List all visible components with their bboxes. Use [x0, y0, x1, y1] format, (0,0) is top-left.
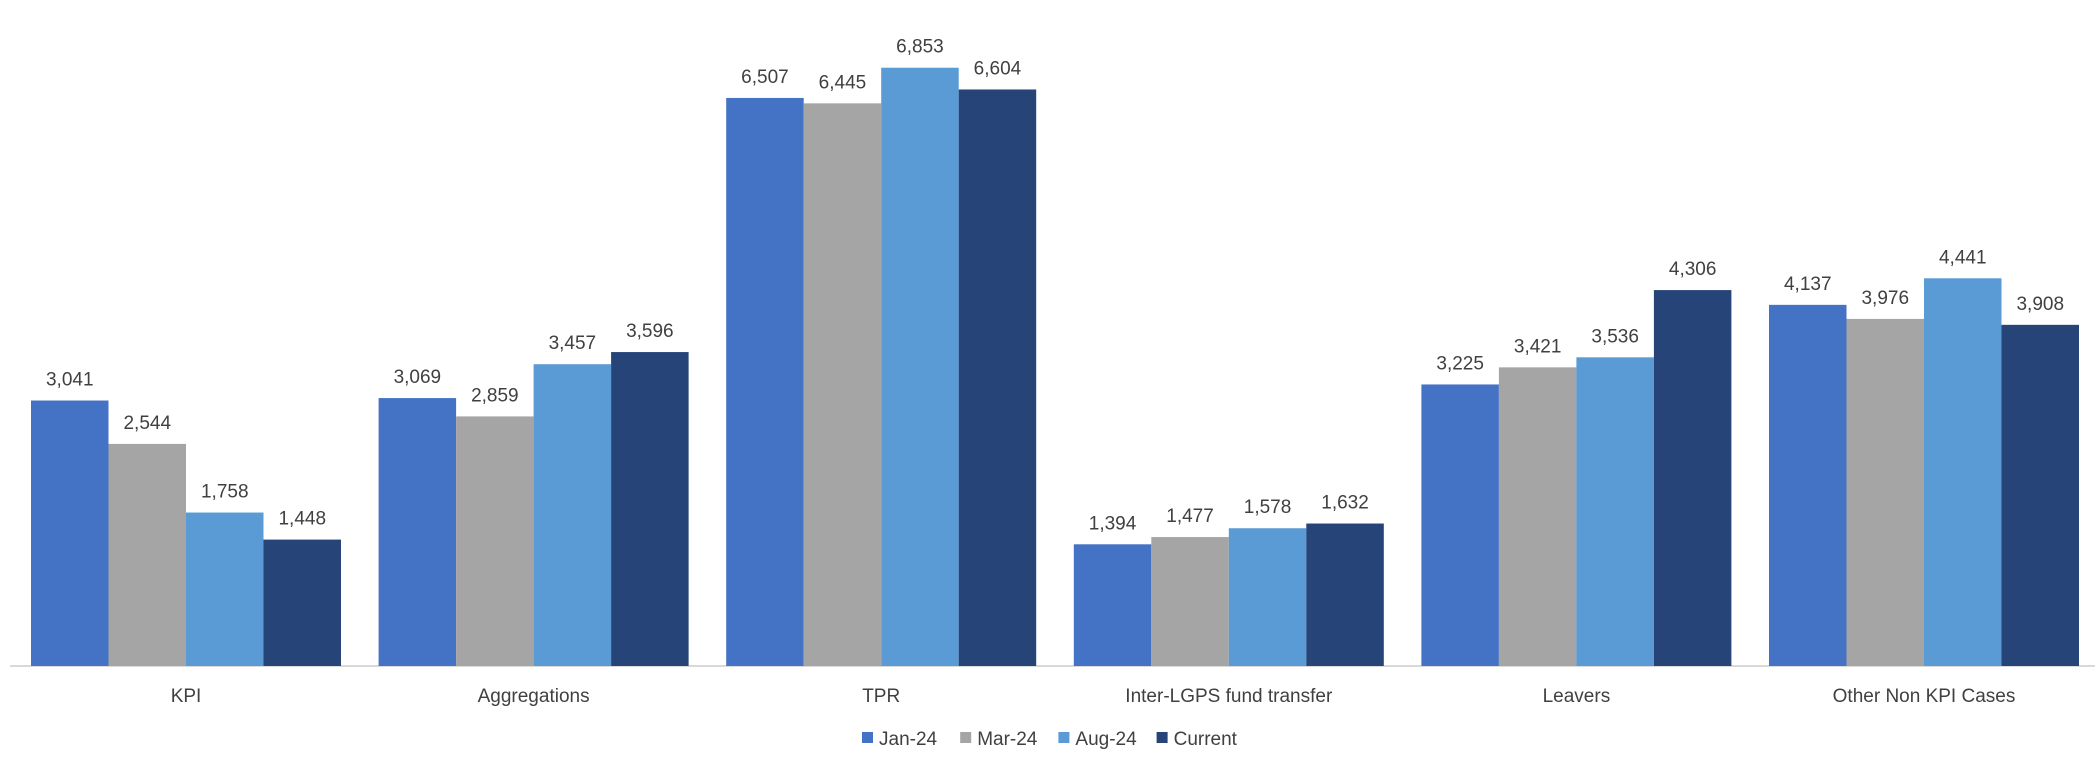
bar-leavers-mar-24 — [1498, 367, 1577, 666]
data-label-other-non-kpi-cases-current: 3,908 — [2016, 294, 2064, 315]
data-label-inter-lgps-fund-transfer-current: 1,632 — [1321, 493, 1369, 514]
legend: Jan-24 Mar-24 Aug-24 Current — [862, 729, 1238, 750]
bar-tpr-aug-24 — [881, 67, 959, 667]
data-label-leavers-mar-24: 3,421 — [1514, 336, 1562, 357]
category-label-inter-lgps-fund-transfer: Inter-LGPS fund transfer — [1125, 686, 1333, 707]
bars-layer — [31, 67, 2079, 667]
legend-item-aug-24: Aug-24 — [1058, 729, 1137, 750]
data-label-tpr-mar-24: 6,445 — [819, 72, 867, 93]
category-label-leavers: Leavers — [1543, 686, 1611, 707]
data-label-leavers-current: 4,306 — [1669, 259, 1717, 280]
data-label-tpr-jan-24: 6,507 — [741, 67, 789, 88]
legend-label-aug-24: Aug-24 — [1075, 729, 1137, 750]
data-label-aggregations-mar-24: 2,859 — [471, 385, 519, 406]
category-labels-layer: KPI Aggregations TPR Inter-LGPS fund transf… — [171, 686, 2016, 707]
bar-kpi-aug-24 — [186, 512, 264, 666]
category-label-other-non-kpi-cases: Other Non KPI Cases — [1833, 686, 2016, 707]
bar-aggregations-jan-24 — [378, 398, 457, 666]
legend-swatch-mar-24 — [960, 732, 972, 743]
bar-leavers-jan-24 — [1421, 384, 1499, 666]
bar-leavers-aug-24 — [1576, 357, 1654, 666]
bar-other-non-kpi-cases-mar-24 — [1846, 318, 1924, 666]
data-label-aggregations-jan-24: 3,069 — [394, 367, 442, 388]
data-label-tpr-aug-24: 6,853 — [896, 37, 944, 58]
category-label-tpr: TPR — [862, 686, 900, 707]
category-label-aggregations: Aggregations — [478, 686, 590, 707]
data-label-kpi-jan-24: 3,041 — [46, 370, 94, 391]
data-label-other-non-kpi-cases-aug-24: 4,441 — [1939, 247, 1987, 268]
bar-other-non-kpi-cases-aug-24 — [1924, 278, 2002, 666]
legend-label-current: Current — [1174, 729, 1238, 750]
legend-label-mar-24: Mar-24 — [977, 729, 1038, 750]
legend-item-jan-24: Jan-24 — [862, 729, 938, 750]
bar-inter-lgps-fund-transfer-mar-24 — [1151, 537, 1229, 666]
legend-item-mar-24: Mar-24 — [960, 729, 1038, 750]
data-label-tpr-current: 6,604 — [974, 58, 1022, 79]
data-label-other-non-kpi-cases-jan-24: 4,137 — [1784, 274, 1832, 295]
bar-tpr-mar-24 — [803, 103, 882, 666]
data-label-inter-lgps-fund-transfer-jan-24: 1,394 — [1089, 513, 1137, 534]
bar-other-non-kpi-cases-current — [2001, 324, 2079, 666]
bar-tpr-jan-24 — [726, 97, 804, 666]
bar-tpr-current — [958, 89, 1037, 666]
bar-leavers-current — [1653, 290, 1732, 666]
legend-label-jan-24: Jan-24 — [879, 729, 938, 750]
data-label-kpi-aug-24: 1,758 — [201, 482, 249, 503]
legend-swatch-current — [1156, 732, 1168, 743]
data-label-inter-lgps-fund-transfer-aug-24: 1,578 — [1244, 497, 1292, 518]
data-label-aggregations-current: 3,596 — [626, 321, 674, 342]
data-label-leavers-jan-24: 3,225 — [1436, 353, 1484, 374]
data-label-other-non-kpi-cases-mar-24: 3,976 — [1861, 288, 1909, 309]
data-label-kpi-mar-24: 2,544 — [123, 413, 171, 434]
bar-aggregations-current — [611, 352, 689, 666]
data-label-kpi-current: 1,448 — [278, 509, 326, 530]
bar-other-non-kpi-cases-jan-24 — [1769, 304, 1847, 666]
data-label-aggregations-aug-24: 3,457 — [549, 333, 597, 354]
bar-inter-lgps-fund-transfer-jan-24 — [1073, 544, 1152, 666]
legend-item-current: Current — [1156, 729, 1238, 750]
bar-aggregations-mar-24 — [456, 416, 534, 666]
bar-inter-lgps-fund-transfer-current — [1306, 523, 1384, 666]
category-label-kpi: KPI — [171, 686, 202, 707]
legend-swatch-jan-24 — [862, 732, 873, 743]
bar-inter-lgps-fund-transfer-aug-24 — [1228, 528, 1307, 666]
data-label-inter-lgps-fund-transfer-mar-24: 1,477 — [1166, 506, 1214, 527]
data-label-leavers-aug-24: 3,536 — [1591, 326, 1639, 347]
bar-kpi-mar-24 — [108, 443, 186, 666]
bar-aggregations-aug-24 — [533, 364, 612, 666]
bar-kpi-jan-24 — [31, 400, 109, 666]
legend-swatch-aug-24 — [1058, 732, 1070, 743]
data-labels-layer: 3,041 2,544 1,758 1,448 3,069 2,859 3,457 3,596… — [46, 37, 2064, 535]
bar-kpi-current — [263, 539, 341, 666]
